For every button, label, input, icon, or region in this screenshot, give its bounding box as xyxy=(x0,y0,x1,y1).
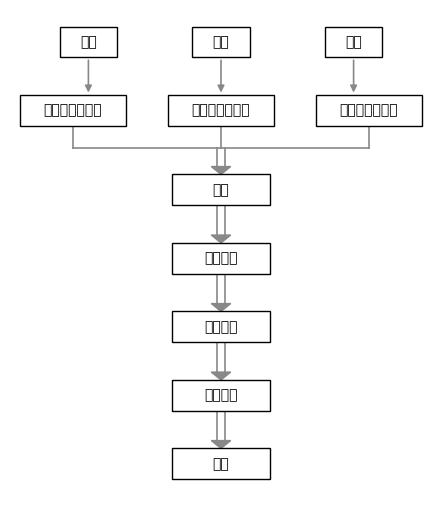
Text: 去氧化层、粉碎: 去氧化层、粉碎 xyxy=(44,104,102,118)
Text: 退火: 退火 xyxy=(213,457,229,471)
Polygon shape xyxy=(211,235,231,243)
Polygon shape xyxy=(211,372,231,380)
Polygon shape xyxy=(211,167,231,174)
Polygon shape xyxy=(211,304,231,311)
Text: 碲块: 碲块 xyxy=(345,35,362,49)
Bar xyxy=(192,27,250,57)
Bar xyxy=(172,311,270,342)
Bar xyxy=(325,27,382,57)
Text: 去氧化层、粉碎: 去氧化层、粉碎 xyxy=(340,104,398,118)
Text: 区熔生长: 区熔生长 xyxy=(204,388,238,402)
Bar xyxy=(172,174,270,205)
Text: 配比: 配比 xyxy=(213,183,229,197)
Bar xyxy=(172,243,270,274)
Bar xyxy=(316,95,422,126)
Bar xyxy=(172,448,270,479)
Text: 锑块: 锑块 xyxy=(213,35,229,49)
Bar xyxy=(60,27,117,57)
Text: 铋块: 铋块 xyxy=(80,35,97,49)
Polygon shape xyxy=(211,441,231,448)
Text: 摇摆熔炼: 摇摆熔炼 xyxy=(204,251,238,265)
Text: 去氧化层、粉碎: 去氧化层、粉碎 xyxy=(192,104,250,118)
Bar xyxy=(168,95,274,126)
Bar xyxy=(20,95,126,126)
Bar xyxy=(172,380,270,411)
Text: 振动排气: 振动排气 xyxy=(204,320,238,334)
